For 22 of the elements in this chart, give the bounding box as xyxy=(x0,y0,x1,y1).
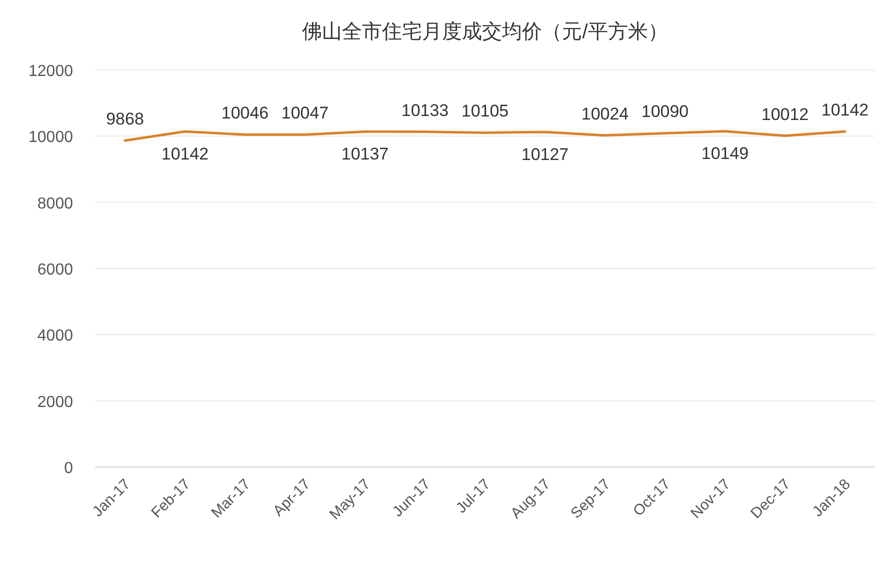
data-label: 10133 xyxy=(401,100,449,120)
data-label: 10047 xyxy=(281,104,329,123)
y-tick-label: 12000 xyxy=(28,63,74,80)
line-series xyxy=(124,130,846,142)
data-label: 10046 xyxy=(221,104,269,123)
y-tick-label: 2000 xyxy=(37,394,74,411)
data-label: 10012 xyxy=(761,104,809,124)
y-tick-label: 6000 xyxy=(37,262,74,278)
data-label: 10024 xyxy=(581,104,629,124)
y-tick-label: 0 xyxy=(64,460,74,477)
data-label: 10142 xyxy=(161,144,209,164)
data-label: 10137 xyxy=(341,144,389,164)
data-label: 10127 xyxy=(521,144,569,164)
data-label: 10149 xyxy=(701,144,749,164)
y-tick-label: 8000 xyxy=(37,195,74,212)
y-tick-label: 4000 xyxy=(37,328,74,345)
data-label: 9868 xyxy=(106,110,144,129)
data-label: 10105 xyxy=(461,102,509,121)
data-label: 10090 xyxy=(641,102,689,122)
data-label: 10142 xyxy=(821,100,869,120)
y-tick-label: 10000 xyxy=(28,129,74,146)
chart-title: 佛山全市住宅月度成交均价（元/平方米） xyxy=(302,20,668,43)
